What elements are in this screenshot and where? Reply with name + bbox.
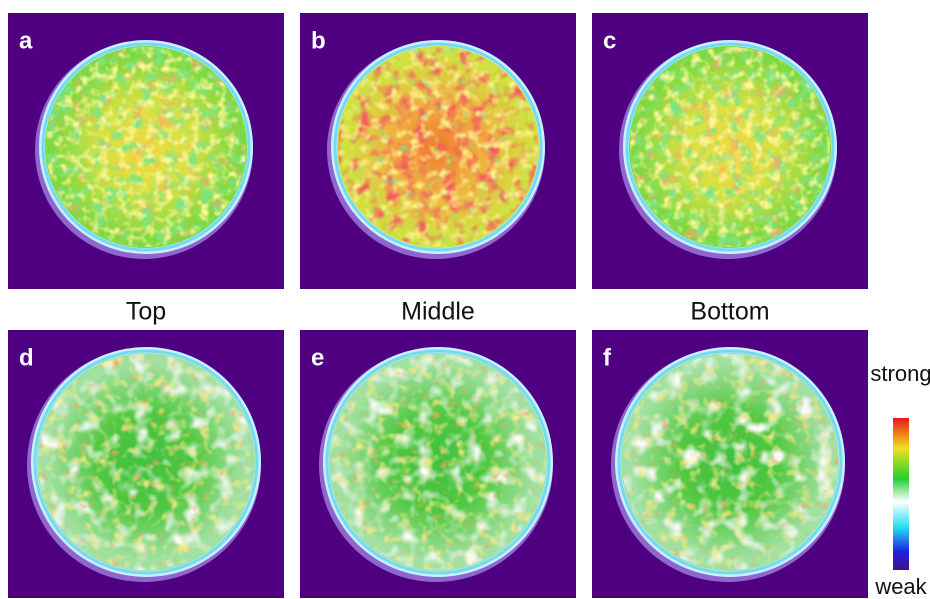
colorbar-max-label: strong	[870, 361, 930, 386]
column-label: Middle	[401, 298, 475, 326]
column-label: Bottom	[690, 298, 769, 326]
panel-label: f	[603, 344, 612, 371]
heatmap-panel: b	[300, 13, 576, 289]
figure: strong weak a b c d e f Top Middle Bottom	[0, 0, 930, 599]
texture	[622, 354, 838, 570]
column-label: Top	[126, 298, 166, 326]
texture	[46, 47, 246, 247]
colorbar-min-label: weak	[874, 574, 927, 599]
texture	[630, 47, 830, 247]
panel-label: d	[19, 344, 34, 371]
heatmap-panel: a	[8, 13, 284, 289]
panel-label: a	[19, 27, 33, 54]
texture	[330, 354, 546, 570]
panel-label: c	[603, 27, 616, 54]
panel-label: b	[311, 27, 326, 54]
heatmap-panel: e	[300, 330, 576, 598]
texture	[38, 354, 254, 570]
heatmap-panel: d	[8, 330, 284, 598]
heatmap-panel: c	[592, 13, 868, 289]
panel-label: e	[311, 344, 324, 371]
heatmap-panel: f	[592, 330, 868, 598]
colorbar	[893, 418, 909, 570]
texture	[338, 47, 538, 247]
